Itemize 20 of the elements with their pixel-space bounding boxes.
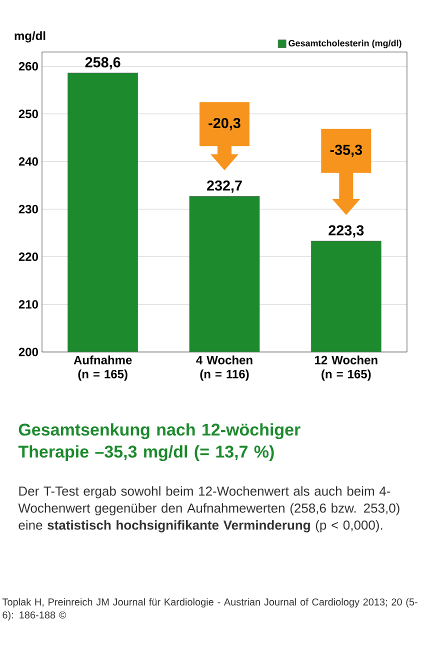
y-tick-label: 250 [18, 110, 38, 118]
x-tick-label: Aufnahme (n = 165) [74, 356, 132, 381]
annotation: -20,3 [208, 118, 240, 130]
data-label: 258,6 [85, 57, 120, 70]
text: Gesamtsenkung nach 12-wöchiger Therapie –35,3 mg/dl (= 13,7 %) [18, 423, 300, 462]
annotation: -35,3 [330, 144, 362, 157]
y-tick-label: 200 [18, 348, 38, 356]
y-tick-label: 260 [18, 62, 38, 71]
data-label: 232,7 [206, 180, 242, 193]
text: Toplak H, Preinreich JM Journal für Kardiologie - Austrian Journal of Cardiology 2013; 20 (5-6): 186-188 © [2, 598, 418, 621]
x-tick-label: 12 Wochen (n = 165) [315, 356, 378, 381]
y-tick-label: 230 [18, 204, 38, 214]
y-tick-label: 240 [18, 157, 38, 166]
data-label: 223,3 [328, 225, 364, 238]
y-axis-title: mg/dl [14, 31, 46, 42]
legend-label: Gesamtcholesterin (mg/dl) [288, 40, 402, 48]
text: Der T-Test ergab sowohl beim 12-Wochenwert als auch beim 4-Wochenwert gegenüber den Aufnahmewerten (258,6 bzw. 253,0) eine statistisch hochsignifikante Verminderung (p < 0,000). [18, 486, 400, 532]
y-tick-label: 210 [18, 300, 38, 309]
x-tick-label: 4 Wochen (n = 116) [196, 356, 252, 381]
y-tick-label: 220 [18, 252, 38, 261]
